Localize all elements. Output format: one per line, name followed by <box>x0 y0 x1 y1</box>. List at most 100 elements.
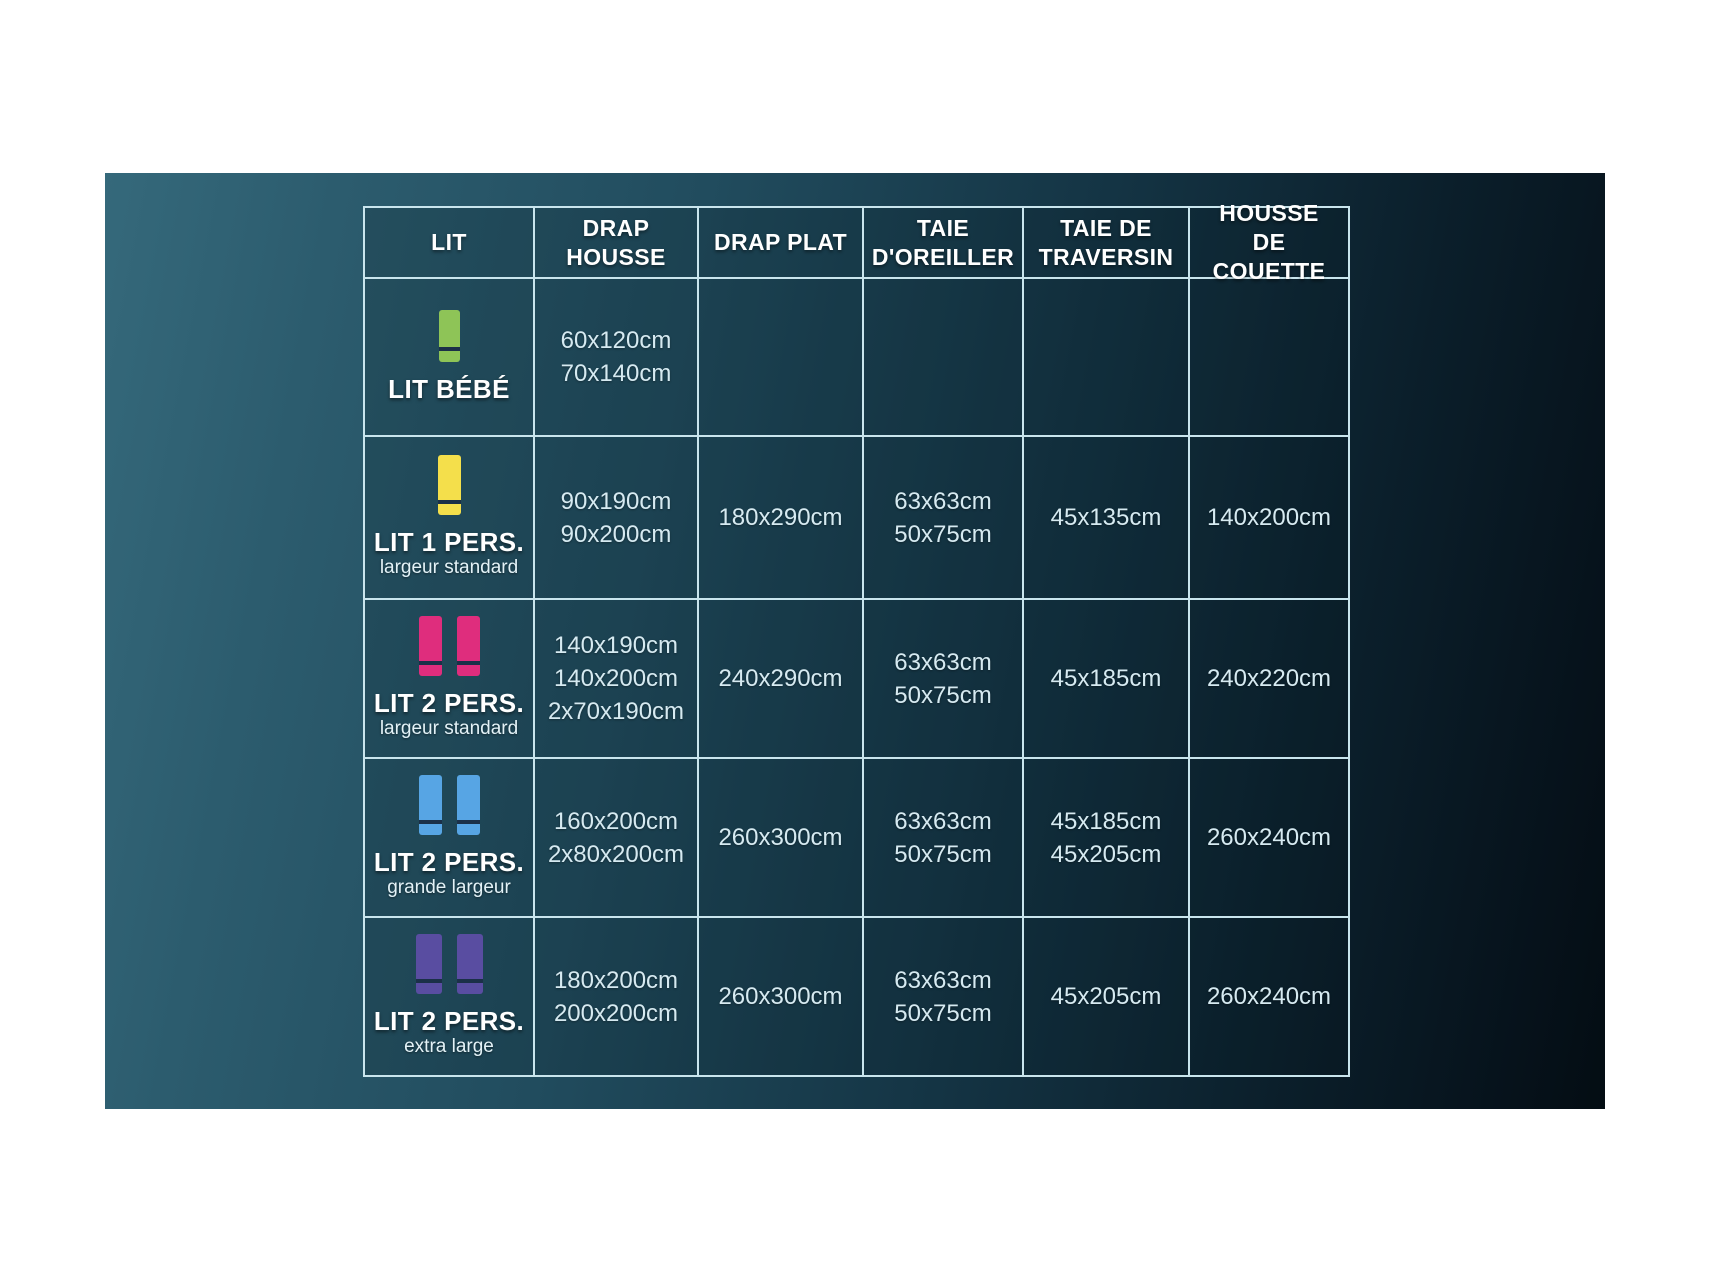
size-value: 180x290cm <box>718 504 843 531</box>
cell-drap-housse: 180x200cm 200x200cm <box>535 918 699 1077</box>
double-bed-icon <box>456 615 480 676</box>
cell-taie-traversin: 45x185cm 45x205cm <box>1024 759 1190 918</box>
size-value: 140x200cm <box>553 665 679 692</box>
bed-icon-group <box>438 310 460 363</box>
cell-taie-traversin: 45x135cm <box>1024 437 1190 600</box>
cell-housse-couette: 240x220cm <box>1190 600 1350 759</box>
cell-drap-housse: 90x190cm 90x200cm <box>535 437 699 600</box>
cell-drap-plat: 260x300cm <box>699 918 864 1077</box>
size-value: 63x63cm <box>894 966 992 994</box>
size-value: 60x120cm <box>560 327 672 354</box>
row-label: LIT 2 PERS. <box>373 1005 525 1036</box>
size-value: 260x300cm <box>718 824 843 851</box>
cell-drap-housse: 160x200cm 2x80x200cm <box>535 759 699 918</box>
cell-taie-oreiller: 63x63cm 50x75cm <box>864 437 1024 600</box>
size-value: 63x63cm <box>894 487 992 515</box>
size-value: 90x190cm <box>560 487 672 515</box>
cell-taie-traversin-empty <box>1024 279 1190 437</box>
bed-linen-size-table: LIT DRAP HOUSSE DRAP PLAT TAIE D'OREILLE… <box>363 200 1350 1077</box>
row-sublabel: largeur standard <box>379 718 519 740</box>
row-label-cell-lit-2-pers-standard: LIT 2 PERS. largeur standard <box>365 600 535 759</box>
column-header-taie-oreiller: TAIE D'OREILLER <box>864 208 1024 279</box>
size-value: 50x75cm <box>894 520 992 548</box>
cell-drap-plat-empty <box>699 279 864 437</box>
column-header-drap-plat: DRAP PLAT <box>699 208 864 279</box>
row-label: LIT 2 PERS. <box>373 846 525 877</box>
row-label: LIT BÉBÉ <box>388 374 510 405</box>
cell-taie-oreiller-empty <box>864 279 1024 437</box>
size-value: 2x70x190cm <box>547 698 685 725</box>
size-value: 240x290cm <box>718 665 843 692</box>
column-header-lit: LIT <box>365 208 535 279</box>
row-sublabel: largeur standard <box>379 557 519 579</box>
size-value: 63x63cm <box>894 648 992 676</box>
size-value: 45x205cm <box>1050 840 1162 868</box>
size-value: 180x200cm <box>553 966 679 994</box>
size-value: 70x140cm <box>560 360 672 387</box>
cell-drap-plat: 240x290cm <box>699 600 864 759</box>
size-value: 260x300cm <box>718 983 843 1010</box>
bed-stripe <box>456 978 483 983</box>
size-value: 45x185cm <box>1050 807 1162 835</box>
cell-housse-couette: 260x240cm <box>1190 759 1350 918</box>
row-label-cell-lit-1-pers: LIT 1 PERS. largeur standard <box>365 437 535 600</box>
bed-stripe <box>418 660 442 665</box>
bed-stripe <box>437 499 461 504</box>
row-label-cell-lit-2-pers-grande: LIT 2 PERS. grande largeur <box>365 759 535 918</box>
row-label: LIT 2 PERS. <box>373 687 525 718</box>
size-value: 140x190cm <box>553 632 679 659</box>
size-value: 63x63cm <box>894 807 992 835</box>
size-value: 90x200cm <box>560 520 672 548</box>
double-bed-icon <box>418 615 442 676</box>
bed-icon-group <box>437 454 461 515</box>
bed-icon-group <box>418 774 480 835</box>
column-header-housse-couette: HOUSSE DE COUETTE <box>1190 200 1350 284</box>
bed-icon-group <box>418 615 480 676</box>
size-value: 45x205cm <box>1050 983 1162 1010</box>
cell-taie-oreiller: 63x63cm 50x75cm <box>864 600 1024 759</box>
column-header-taie-traversin: TAIE DE TRAVERSIN <box>1024 208 1190 279</box>
row-label: LIT 1 PERS. <box>373 526 525 557</box>
queen-bed-icon <box>418 774 442 835</box>
bed-stripe <box>415 978 442 983</box>
size-value: 240x220cm <box>1206 665 1332 692</box>
size-value: 260x240cm <box>1206 983 1332 1010</box>
cell-taie-oreiller: 63x63cm 50x75cm <box>864 759 1024 918</box>
size-value: 50x75cm <box>894 681 992 709</box>
cell-housse-couette: 260x240cm <box>1190 918 1350 1077</box>
size-value: 260x240cm <box>1206 824 1332 851</box>
size-value: 200x200cm <box>553 999 679 1027</box>
size-value: 45x135cm <box>1050 504 1162 531</box>
row-label-cell-lit-bebe: LIT BÉBÉ <box>365 279 535 437</box>
size-value: 160x200cm <box>553 807 679 835</box>
cell-housse-couette: 140x200cm <box>1190 437 1350 600</box>
column-header-drap-housse: DRAP HOUSSE <box>535 208 699 279</box>
bed-stripe <box>438 347 460 352</box>
cell-drap-plat: 180x290cm <box>699 437 864 600</box>
bed-stripe <box>456 819 480 824</box>
king-bed-icon <box>415 933 442 994</box>
row-sublabel: grande largeur <box>387 877 511 899</box>
cell-housse-couette-empty <box>1190 279 1350 437</box>
single-bed-icon <box>437 454 461 515</box>
bed-stripe <box>418 819 442 824</box>
size-value: 50x75cm <box>894 999 992 1027</box>
bed-icon-group <box>415 933 483 994</box>
cell-drap-housse: 140x190cm 140x200cm 2x70x190cm <box>535 600 699 759</box>
size-value: 50x75cm <box>894 840 992 868</box>
size-value: 140x200cm <box>1206 504 1332 531</box>
queen-bed-icon <box>456 774 480 835</box>
size-value: 45x185cm <box>1050 665 1162 692</box>
size-value: 2x80x200cm <box>547 840 685 868</box>
cell-drap-housse: 60x120cm 70x140cm <box>535 279 699 437</box>
king-bed-icon <box>456 933 483 994</box>
row-label-cell-lit-2-pers-extra: LIT 2 PERS. extra large <box>365 918 535 1077</box>
bed-stripe <box>456 660 480 665</box>
cell-taie-traversin: 45x205cm <box>1024 918 1190 1077</box>
cell-drap-plat: 260x300cm <box>699 759 864 918</box>
cell-taie-oreiller: 63x63cm 50x75cm <box>864 918 1024 1077</box>
crib-bed-icon <box>438 310 460 363</box>
gradient-background-panel: LIT DRAP HOUSSE DRAP PLAT TAIE D'OREILLE… <box>105 173 1605 1109</box>
cell-taie-traversin: 45x185cm <box>1024 600 1190 759</box>
row-sublabel: extra large <box>404 1036 494 1058</box>
